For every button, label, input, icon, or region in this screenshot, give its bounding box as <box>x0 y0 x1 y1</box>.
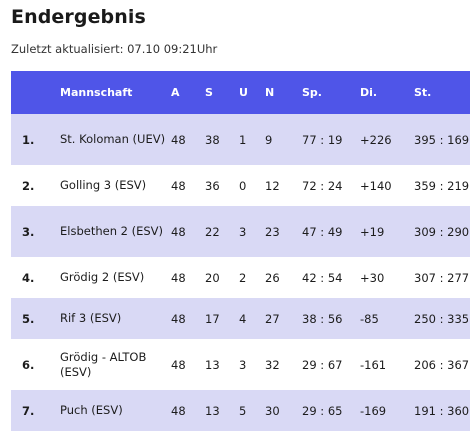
row-rank: 5. <box>22 311 35 326</box>
row-difference: -169 <box>360 403 387 418</box>
row-difference: -161 <box>360 357 387 372</box>
table-row: 6. Grödig - ALTOB (ESV) 48 13 3 32 29 : … <box>11 339 470 390</box>
row-games: 29 : 67 <box>302 357 343 372</box>
header-played: A <box>171 86 180 99</box>
row-rank: 2. <box>22 178 35 193</box>
row-losses: 12 <box>265 178 280 193</box>
row-points: 359 : 219 <box>414 178 470 193</box>
row-draws: 5 <box>239 403 247 418</box>
standings-table: Mannschaft A S U N Sp. Di. St. 1. St. Ko… <box>11 71 470 431</box>
row-rank: 6. <box>22 357 35 372</box>
row-wins: 13 <box>205 357 220 372</box>
row-losses: 23 <box>265 224 280 239</box>
row-points: 307 : 277 <box>414 270 470 285</box>
table-row: 4. Grödig 2 (ESV) 48 20 2 26 42 : 54 +30… <box>11 257 470 298</box>
row-wins: 17 <box>205 311 220 326</box>
row-played: 48 <box>171 132 186 147</box>
row-games: 77 : 19 <box>302 132 343 147</box>
row-rank: 4. <box>22 270 35 285</box>
row-wins: 22 <box>205 224 220 239</box>
last-updated-text: Zuletzt aktualisiert: 07.10 09:21Uhr <box>11 42 218 56</box>
page-title: Endergebnis <box>11 6 146 28</box>
row-played: 48 <box>171 178 186 193</box>
row-points: 250 : 335 <box>414 311 470 326</box>
header-rank <box>11 71 60 114</box>
header-draws: U <box>239 86 248 99</box>
row-difference: +226 <box>360 132 392 147</box>
row-losses: 26 <box>265 270 280 285</box>
row-difference: -85 <box>360 311 379 326</box>
table-row: 5. Rif 3 (ESV) 48 17 4 27 38 : 56 -85 25… <box>11 298 470 339</box>
row-wins: 38 <box>205 132 220 147</box>
row-wins: 13 <box>205 403 220 418</box>
row-draws: 3 <box>239 224 247 239</box>
row-played: 48 <box>171 357 186 372</box>
header-wins: S <box>205 86 213 99</box>
row-draws: 2 <box>239 270 247 285</box>
row-team: Puch (ESV) <box>60 403 123 417</box>
row-rank: 1. <box>22 132 35 147</box>
table-row: 2. Golling 3 (ESV) 48 36 0 12 72 : 24 +1… <box>11 165 470 206</box>
row-losses: 32 <box>265 357 280 372</box>
row-points: 395 : 169 <box>414 132 470 147</box>
row-losses: 9 <box>265 132 273 147</box>
row-rank: 7. <box>22 403 35 418</box>
row-team: St. Koloman (UEV) <box>60 132 166 146</box>
row-points: 191 : 360 <box>414 403 470 418</box>
row-team: Golling 3 (ESV) <box>60 178 147 192</box>
row-wins: 36 <box>205 178 220 193</box>
row-games: 47 : 49 <box>302 224 343 239</box>
row-played: 48 <box>171 311 186 326</box>
table-row: 1. St. Koloman (UEV) 48 38 1 9 77 : 19 +… <box>11 114 470 165</box>
row-draws: 1 <box>239 132 247 147</box>
row-games: 38 : 56 <box>302 311 343 326</box>
header-games: Sp. <box>302 86 322 99</box>
row-points: 206 : 367 <box>414 357 470 372</box>
row-wins: 20 <box>205 270 220 285</box>
row-team: Grödig 2 (ESV) <box>60 270 145 284</box>
row-losses: 27 <box>265 311 280 326</box>
table-header-row: Mannschaft A S U N Sp. Di. St. <box>11 71 470 114</box>
header-losses: N <box>265 86 275 99</box>
row-games: 42 : 54 <box>302 270 343 285</box>
row-team: Grödig - ALTOB (ESV) <box>60 349 147 379</box>
header-points: St. <box>414 86 432 99</box>
row-difference: +19 <box>360 224 385 239</box>
row-games: 29 : 65 <box>302 403 343 418</box>
table-row: 3. Elsbethen 2 (ESV) 48 22 3 23 47 : 49 … <box>11 206 470 257</box>
row-difference: +30 <box>360 270 385 285</box>
row-draws: 4 <box>239 311 247 326</box>
header-team: Mannschaft <box>60 86 133 99</box>
row-played: 48 <box>171 270 186 285</box>
row-points: 309 : 290 <box>414 224 470 239</box>
row-losses: 30 <box>265 403 280 418</box>
table-row: 7. Puch (ESV) 48 13 5 30 29 : 65 -169 19… <box>11 390 470 431</box>
row-played: 48 <box>171 403 186 418</box>
row-draws: 0 <box>239 178 247 193</box>
row-team: Rif 3 (ESV) <box>60 311 122 325</box>
row-games: 72 : 24 <box>302 178 343 193</box>
header-difference: Di. <box>360 86 378 99</box>
row-draws: 3 <box>239 357 247 372</box>
row-difference: +140 <box>360 178 392 193</box>
row-played: 48 <box>171 224 186 239</box>
row-team: Elsbethen 2 (ESV) <box>60 224 164 238</box>
row-rank: 3. <box>22 224 35 239</box>
